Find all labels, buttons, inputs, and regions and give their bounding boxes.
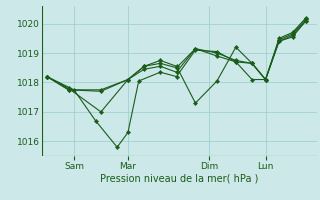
X-axis label: Pression niveau de la mer( hPa ): Pression niveau de la mer( hPa ) bbox=[100, 173, 258, 183]
